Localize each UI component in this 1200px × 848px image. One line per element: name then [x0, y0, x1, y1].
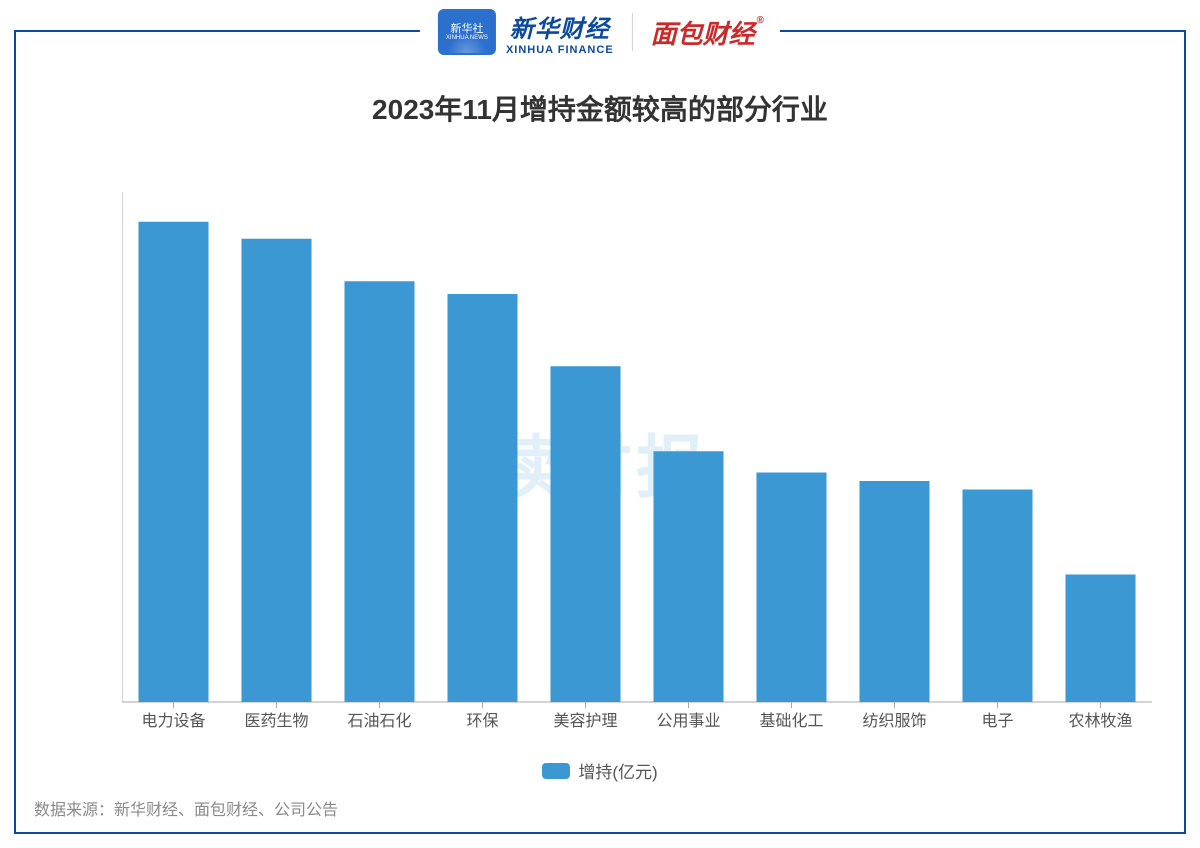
legend-label: 增持(亿元) — [578, 758, 657, 783]
chart-legend: 增持(亿元) — [16, 758, 1184, 783]
bar — [1065, 575, 1135, 703]
x-tick-label: 公用事业 — [656, 712, 720, 730]
chart-title: 2023年11月增持金额较高的部分行业 — [16, 88, 1184, 128]
xinhua-finance-logo-icon: 新华财经 XINHUA FINANCE — [506, 9, 614, 56]
bar-chart: 00.10.20.30.40.50.6 电力设备医药生物石油石化环保美容护理公用… — [122, 182, 1152, 732]
bar — [344, 281, 414, 702]
legend-swatch-icon — [542, 763, 570, 779]
x-tick-label: 电力设备 — [141, 712, 205, 730]
bar — [859, 481, 929, 702]
mianbao-text: 面包财经 — [651, 19, 755, 49]
bar — [653, 451, 723, 702]
xinhua-finance-en: XINHUA FINANCE — [506, 44, 614, 56]
x-tick-label: 石油石化 — [347, 712, 411, 730]
x-tick-label: 美容护理 — [553, 712, 617, 730]
xinhua-news-badge-icon: 新华社 XINHUA NEWS — [438, 9, 496, 55]
xinhua-finance-cn: 新华财经 — [510, 9, 610, 44]
data-source-label: 数据来源：新华财经、面包财经、公司公告 — [34, 796, 338, 820]
logo-bar: 新华社 XINHUA NEWS 新华财经 XINHUA FINANCE 面包财经… — [420, 8, 780, 56]
mianbao-logo-icon: 面包财经® — [651, 14, 762, 51]
bar — [962, 490, 1032, 703]
x-tick-label: 电子 — [981, 712, 1013, 730]
x-tick-label: 基础化工 — [759, 712, 823, 730]
xinhua-badge-cn: 新华社 — [450, 23, 483, 35]
logo-divider — [632, 13, 633, 51]
bar — [756, 473, 826, 703]
xinhua-badge-en: XINHUA NEWS — [446, 35, 488, 42]
bars-group — [138, 222, 1135, 702]
x-tick-label: 医药生物 — [244, 712, 308, 730]
x-tick-label: 纺织服饰 — [862, 712, 926, 730]
bar — [241, 239, 311, 702]
x-axis: 电力设备 医药生物 石油石化 环保 美容护理 公用事业 基础化工 纺织服饰 电子 农林牧渔 — [122, 702, 1152, 730]
bar — [447, 294, 517, 702]
bar — [550, 366, 620, 702]
x-tick-label: 环保 — [466, 712, 498, 730]
bar — [138, 222, 208, 702]
chart-frame: 新华社 XINHUA NEWS 新华财经 XINHUA FINANCE 面包财经… — [14, 30, 1186, 834]
registered-mark-icon: ® — [757, 15, 764, 26]
x-tick-label: 农林牧渔 — [1068, 712, 1132, 730]
